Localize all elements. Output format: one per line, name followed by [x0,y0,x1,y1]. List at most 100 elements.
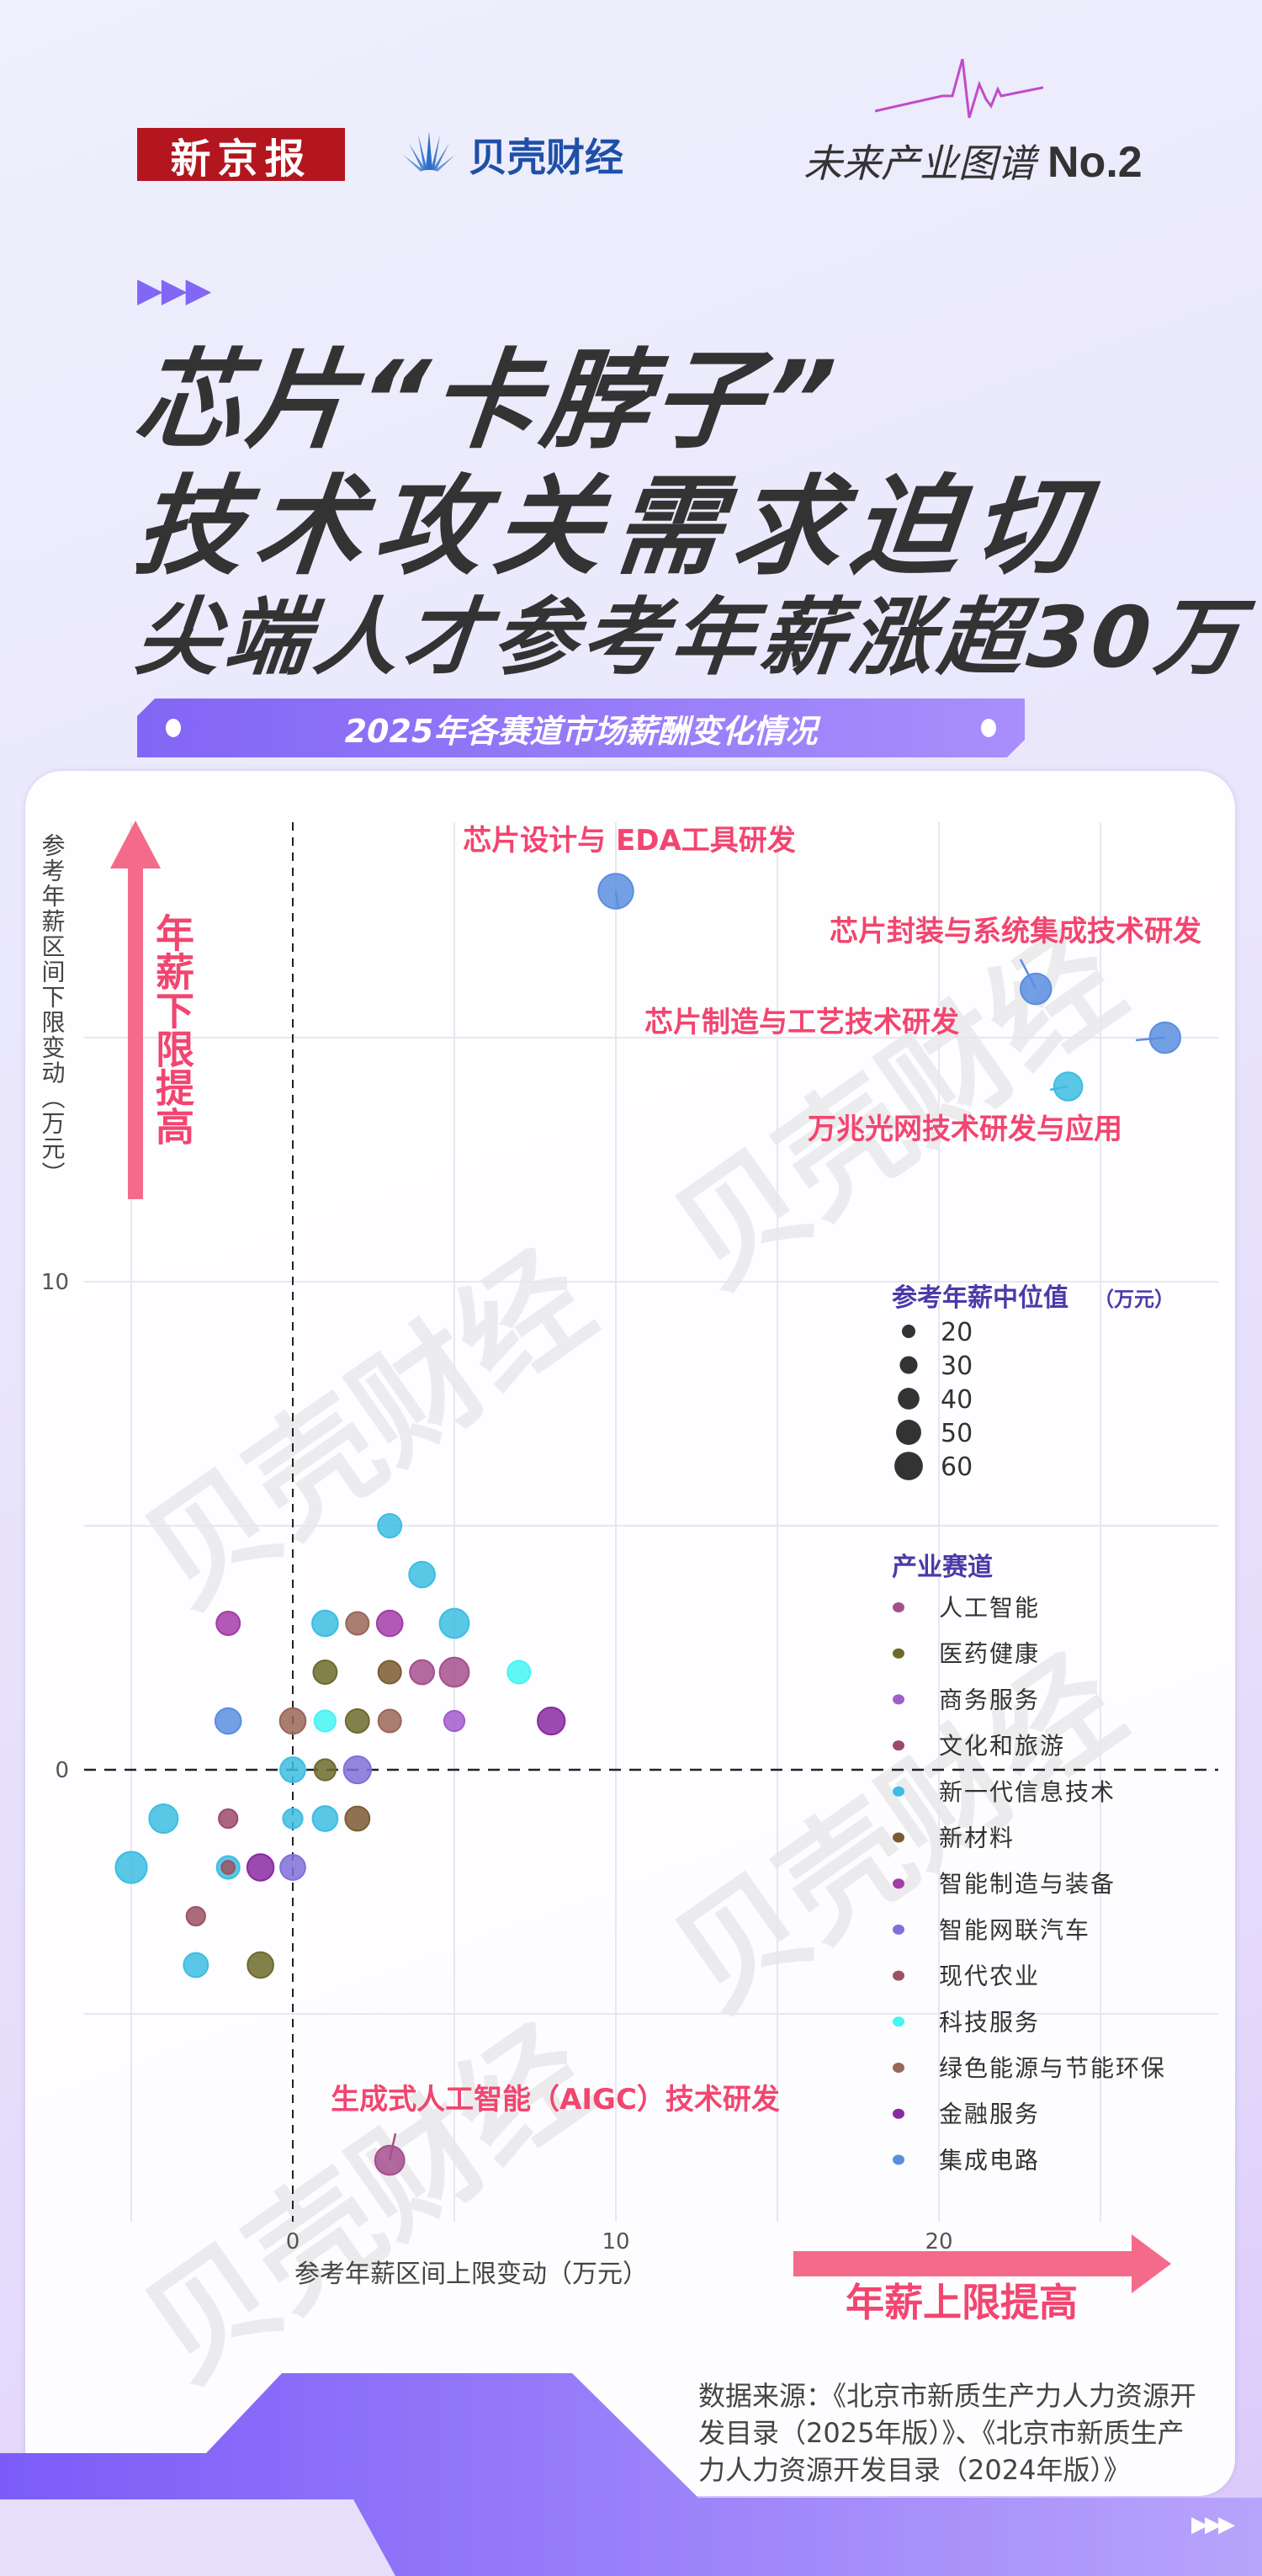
bar-dot-right [981,719,996,737]
annotation-leader-line [1019,959,1037,990]
bubble-point [345,1611,370,1636]
annotation-leader-line [388,2133,397,2161]
bubble-point [183,1952,209,1978]
arrow-right-head [1132,2234,1171,2293]
bubble-point [282,1808,304,1830]
category-legend-label: 集成电路 [939,2146,1040,2174]
category-legend-title: 产业赛道 [892,1553,993,1582]
bubble-point [311,1805,339,1832]
bubble-point [218,1808,239,1830]
size-legend-swatch [898,1388,920,1410]
bubble-point [313,1758,337,1782]
size-legend-swatch [899,1356,918,1374]
bubble-point [312,1660,338,1685]
size-legend-value: 20 [941,1318,973,1347]
category-legend-swatch [893,1786,904,1797]
annotation-leader-line [614,890,620,910]
chart-subtitle-bar: 2025年各赛道市场薪酬变化情况 [137,698,1025,757]
category-legend-label: 医药健康 [939,1640,1040,1668]
heartbeat-icon [875,59,1043,119]
size-legend-swatch [901,1324,916,1339]
bubble-point [148,1803,179,1834]
category-legend-label: 智能网联汽车 [939,1916,1090,1944]
beike-caijing-text: 贝壳财经 [469,135,623,180]
x-axis-title: 参考年薪区间上限变动（万元） [294,2260,648,2289]
category-legend-swatch [893,1970,904,1981]
size-legend-value: 40 [941,1385,973,1415]
annotation-label: 生成式人工智能（AIGC）技术研发 [331,2083,780,2117]
x-tick-label: 20 [925,2229,952,2255]
y-tick-label: 0 [55,1758,69,1783]
category-legend-swatch [893,2016,904,2027]
bubble-point [278,1707,307,1735]
data-source: 数据来源：《北京市新质生产力人力资源开发目录（2025年版）》、《北京市新质生产… [698,2380,1197,2486]
annotation-leader-line [1049,1085,1068,1091]
size-legend-value: 30 [941,1352,973,1381]
bubble-point [438,1607,470,1639]
annotation-label: 芯片制造与工艺技术研发 [644,1006,959,1039]
series-name: 未来产业图谱 [803,141,1036,186]
annotation-leader-line [1135,1036,1165,1042]
bubble-point [311,1609,339,1638]
arrow-right-shaft [793,2251,1138,2276]
category-legend-label: 金融服务 [939,2101,1040,2128]
category-legend-label: 现代农业 [939,1963,1040,1990]
series-number: No.2 [1047,138,1143,187]
xinjingbao-logo: 新京报 [137,128,345,183]
bubble-point [247,1951,274,1979]
bubble-point [215,1611,241,1636]
annotation-label: 万兆光网技术研发与应用 [808,1113,1122,1146]
category-legend-label: 人工智能 [939,1594,1040,1622]
annotation-label: 芯片设计与 EDA工具研发 [463,824,796,858]
arrow-up-label: 年薪下限提高 [150,913,195,1145]
bubble-point [344,1708,370,1734]
x-tick-label: 0 [286,2229,300,2255]
bubble-point [409,1659,436,1686]
category-legend-swatch [893,1832,904,1843]
category-legend-swatch [893,1924,904,1935]
x-tick-label: 10 [602,2229,629,2255]
arrow-up-shaft [128,867,143,1199]
size-legend-swatch [894,1452,923,1480]
size-legend-title: 参考年薪中位值 [892,1283,1068,1313]
bubble-point [342,1755,372,1785]
bubble-point [438,1656,470,1688]
category-legend-label: 科技服务 [939,2008,1040,2036]
bubble-point [246,1853,275,1882]
category-legend-swatch [893,1878,904,1889]
y-axis-title: 参考年薪区间下限变动（万元） [39,833,66,1187]
category-legend-swatch [893,1694,904,1705]
bubble-point [377,1708,402,1734]
bottom-band [0,2373,1262,2576]
bubble-point [443,1709,466,1733]
category-legend-label: 新材料 [939,1824,1015,1852]
size-legend-swatch [896,1420,921,1445]
bubble-point [375,1609,404,1638]
size-legend-unit: （万元） [1094,1288,1175,1311]
category-legend-swatch [893,1740,904,1751]
bar-dot-left [166,719,181,737]
arrow-up-head [110,821,161,868]
category-legend-swatch [893,2063,904,2073]
forward-arrows-icon: ▶▶▶ [1191,2512,1235,2537]
category-legend-swatch [893,2108,904,2119]
category-legend-label: 商务服务 [939,1686,1040,1713]
bubble-point [185,1905,206,1927]
category-legend-label: 新一代信息技术 [939,1778,1116,1806]
size-legend-value: 50 [941,1419,973,1448]
beike-caijing-logo: 贝壳财经 [400,126,623,183]
bubble-point [344,1805,371,1832]
triangles-icon: ▶▶▶ [137,271,211,310]
size-legend-value: 60 [941,1453,973,1482]
bubble-point [214,1707,242,1735]
bubble-point [377,1513,403,1538]
category-legend-swatch [893,1602,904,1612]
category-legend-swatch [893,2154,904,2165]
series-title: 未来产业图谱 No.2 [803,133,1143,189]
bubble-point [279,1756,306,1783]
bubble-point [313,1709,337,1733]
category-legend-label: 智能制造与装备 [939,1870,1116,1898]
y-tick-label: 10 [41,1270,69,1295]
category-legend-swatch [893,1648,904,1659]
bubble-point [114,1851,148,1884]
